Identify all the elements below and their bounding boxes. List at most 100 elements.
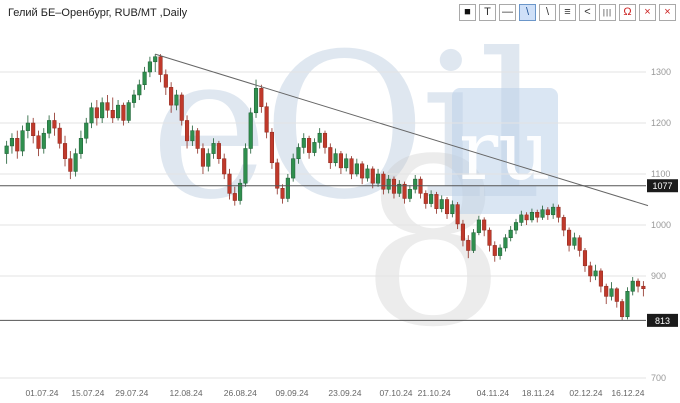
candle-body <box>147 61 152 73</box>
candle-body <box>169 87 174 106</box>
x-axis-label: 18.11.24 <box>522 388 555 398</box>
candle-body <box>137 84 142 96</box>
candle-body <box>582 250 588 267</box>
x-axis-label: 02.12.24 <box>569 388 602 398</box>
candle-body <box>68 158 73 172</box>
candle-body <box>116 104 121 119</box>
candle-body <box>222 158 227 175</box>
y-axis-label: 700 <box>651 373 666 383</box>
candle-body <box>418 178 423 194</box>
candle-body <box>551 206 556 216</box>
candle-body <box>227 173 232 194</box>
candle-body <box>609 288 614 297</box>
y-axis-label: 1200 <box>651 118 671 128</box>
color-swatch-icon[interactable]: ■ <box>459 4 476 21</box>
candle-body <box>333 153 338 164</box>
candle-body <box>126 102 131 121</box>
candle-body <box>444 199 450 215</box>
candle-body <box>73 153 78 172</box>
candle-body <box>184 120 190 142</box>
trendline[interactable] <box>155 53 649 207</box>
candle-body <box>232 193 237 201</box>
x-axis-label: 16.12.24 <box>611 388 644 398</box>
candle-body <box>78 138 83 154</box>
candle-body <box>57 127 62 144</box>
magnet-tool-icon[interactable]: Ω <box>619 4 636 21</box>
candle-body <box>264 106 269 133</box>
candle-body <box>52 120 57 129</box>
candle-body <box>423 193 428 204</box>
candle-body <box>376 173 381 184</box>
candle-body <box>280 188 285 199</box>
candle-body <box>47 120 52 134</box>
y-axis-label: 1100 <box>651 169 670 179</box>
candle-body <box>89 107 94 124</box>
candle-body <box>307 138 312 153</box>
candle-body <box>572 237 577 246</box>
candle-body <box>179 94 184 121</box>
x-axis-label: 29.07.24 <box>115 388 148 398</box>
candle-body <box>211 143 216 154</box>
candle-body <box>195 130 200 149</box>
x-axis-label: 26.08.24 <box>224 388 257 398</box>
candle-body <box>163 74 168 88</box>
candle-body <box>588 265 593 277</box>
candle-body <box>190 130 195 142</box>
y-axis-label: 1300 <box>651 67 671 77</box>
candle-body <box>577 237 582 251</box>
candle-body <box>206 153 211 167</box>
candle-body <box>540 209 545 218</box>
candle-body <box>275 162 280 189</box>
candle-body <box>174 94 179 106</box>
candle-body <box>471 232 476 251</box>
horizontal-line-tool-icon[interactable]: — <box>499 4 516 21</box>
candle-body <box>360 163 365 179</box>
candle-body <box>635 280 641 287</box>
x-axis-label: 04.11.24 <box>477 388 510 398</box>
candle-body <box>561 217 566 231</box>
x-axis-label: 15.07.24 <box>71 388 104 398</box>
candle-body <box>391 178 397 194</box>
candle-body <box>253 88 259 114</box>
candle-body <box>25 122 30 131</box>
candle-body <box>216 143 221 159</box>
text-tool-icon[interactable]: T <box>479 4 496 21</box>
candle-body <box>402 183 407 199</box>
candle-body <box>349 158 354 175</box>
candle-body <box>413 178 418 190</box>
candle-body <box>20 130 25 152</box>
ray-tool-icon[interactable]: \ <box>539 4 556 21</box>
price-badge <box>647 313 678 327</box>
x-axis-label: 07.10.24 <box>379 388 412 398</box>
x-axis-label: 09.09.24 <box>275 388 308 398</box>
candle-body <box>492 245 497 256</box>
levels-tool-icon[interactable]: ≡ <box>559 4 576 21</box>
candle-body <box>41 132 46 149</box>
candle-body <box>285 177 290 199</box>
candle-body <box>641 285 646 290</box>
candle-body <box>535 212 540 218</box>
candle-body <box>604 285 609 297</box>
x-axis-label: 21.10.24 <box>418 388 451 398</box>
bars-tool-icon[interactable]: ||| <box>599 4 616 21</box>
delete-all-icon[interactable]: × <box>659 4 676 21</box>
candle-body <box>243 148 248 184</box>
candle-body <box>296 147 301 159</box>
candle-body <box>529 212 534 221</box>
candle-body <box>439 199 444 209</box>
price-badge <box>647 179 678 193</box>
candle-body <box>397 183 402 194</box>
candle-body <box>312 142 317 153</box>
candle-body <box>248 112 253 149</box>
candle-body <box>121 104 126 121</box>
candle-body <box>598 270 603 287</box>
delete-object-icon[interactable]: × <box>639 4 656 21</box>
angle-tool-icon[interactable]: < <box>579 4 596 21</box>
candle-body <box>466 240 471 251</box>
trendline-tool-icon[interactable]: \ <box>519 4 536 21</box>
candle-body <box>354 163 359 175</box>
y-axis-label: 1000 <box>651 220 671 230</box>
candle-body <box>498 247 503 256</box>
candle-body <box>158 56 163 75</box>
